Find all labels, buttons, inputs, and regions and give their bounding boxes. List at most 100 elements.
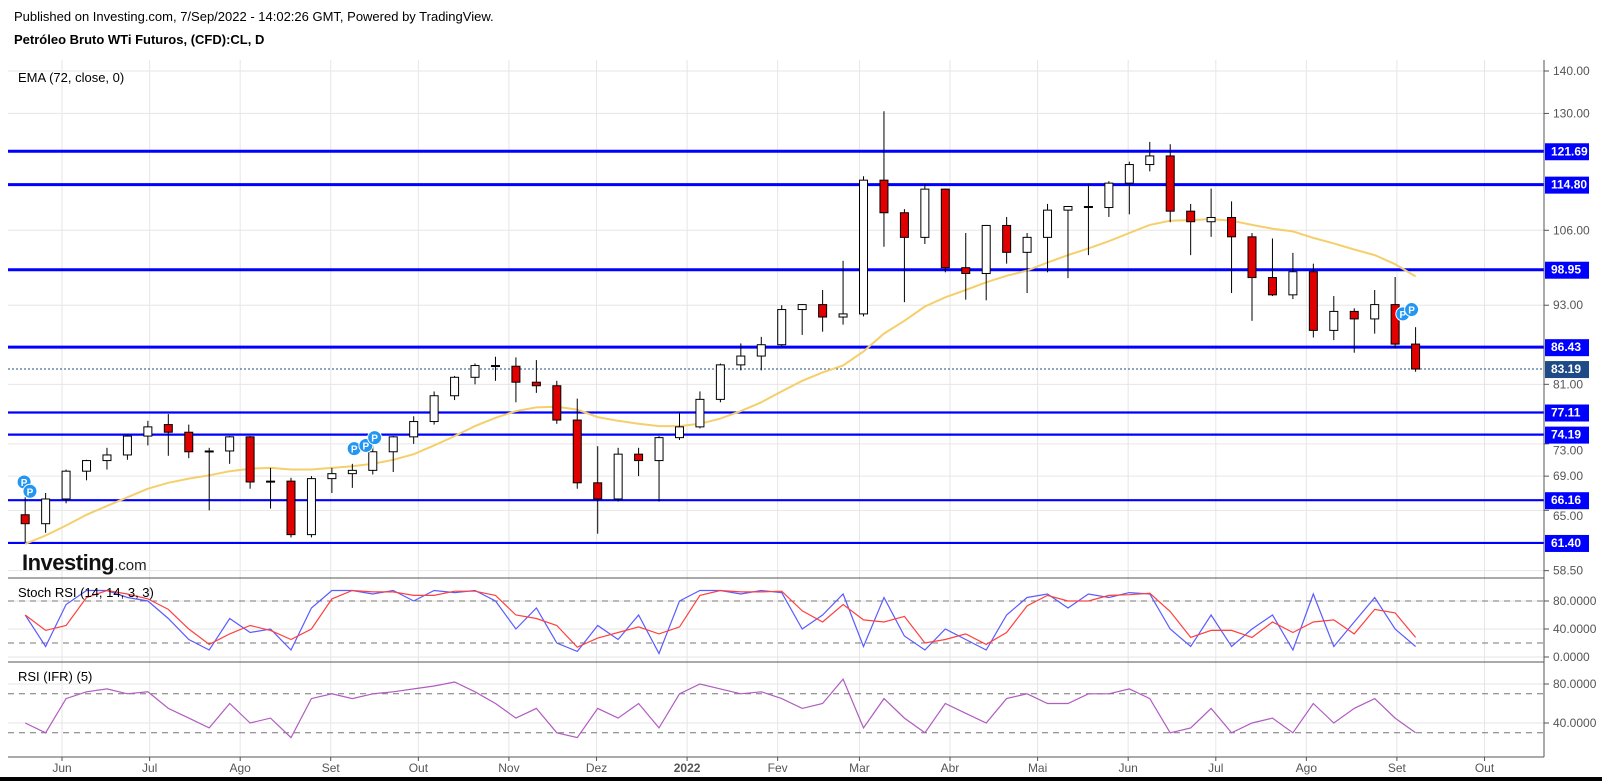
level-label-box	[1545, 176, 1589, 194]
candle	[634, 447, 644, 477]
candle	[306, 476, 316, 538]
stoch-tick-label: 80.0000	[1553, 594, 1597, 608]
level-label: 98.95	[1551, 263, 1581, 277]
level-label: 74.19	[1551, 428, 1581, 442]
grid	[8, 60, 1544, 757]
candle	[184, 424, 194, 459]
candle-body	[920, 188, 930, 238]
x-tick-label: Jul	[1208, 761, 1223, 775]
candle-body	[266, 480, 276, 483]
level-label-box	[1545, 492, 1589, 510]
level-label: 121.69	[1551, 144, 1588, 158]
candle-body	[1390, 304, 1400, 345]
candle	[429, 391, 439, 425]
candle-body	[736, 355, 746, 366]
x-tick-label: Ago	[1296, 761, 1318, 775]
candle-body	[1370, 304, 1380, 320]
candle	[1206, 188, 1216, 237]
stoch-d-line	[24, 589, 1417, 648]
candle	[82, 459, 92, 481]
candle	[266, 467, 276, 509]
candle	[1227, 201, 1237, 294]
x-tick-label: Ago	[230, 761, 252, 775]
candle-body	[184, 431, 194, 453]
signal-label: P	[371, 434, 378, 445]
candle-body	[1186, 210, 1196, 223]
candle-body	[715, 364, 725, 400]
candle	[1267, 238, 1277, 297]
candle-body	[674, 426, 684, 439]
x-tick-label: Dez	[586, 761, 607, 775]
candle	[1308, 263, 1318, 338]
signal-label: P	[21, 478, 28, 489]
level-label: 114.80	[1551, 178, 1587, 192]
candle	[879, 111, 889, 247]
candle	[204, 447, 214, 511]
x-tick-label: Mar	[849, 761, 870, 775]
candle-body	[797, 304, 807, 311]
stoch-rsi-label: Stoch RSI (14, 14, 3, 3)	[18, 585, 154, 600]
last-price-label: 83.19	[1551, 362, 1581, 376]
candle	[225, 436, 235, 464]
candle	[470, 363, 480, 385]
level-label: 77.11	[1551, 406, 1581, 420]
y-tick-label: 58.50	[1553, 564, 1583, 578]
candle	[531, 360, 541, 393]
candle	[1063, 205, 1073, 279]
level-label-box	[1545, 143, 1589, 161]
signal-p-icon	[1404, 302, 1420, 318]
candle-body	[1247, 236, 1257, 279]
candle	[695, 391, 705, 429]
candle-body	[1063, 205, 1073, 211]
candle	[490, 356, 500, 381]
level-label-box	[1545, 261, 1589, 279]
candle	[715, 363, 725, 403]
candle-body	[1349, 310, 1359, 320]
candle-body	[654, 437, 664, 462]
candle	[61, 469, 71, 504]
y-tick-label: 69.00	[1553, 469, 1583, 483]
candle	[777, 305, 787, 347]
candle	[1411, 327, 1421, 372]
candle	[552, 380, 562, 424]
candle	[450, 375, 460, 401]
candle-body	[572, 419, 582, 484]
candle-body	[981, 224, 991, 274]
y-tick-label: 93.00	[1553, 298, 1583, 312]
signal-label: P	[1399, 310, 1406, 321]
x-tick-label: Abr	[941, 761, 960, 775]
candle	[899, 209, 909, 303]
signal-p-icon	[22, 483, 38, 499]
candle	[593, 446, 603, 534]
rsi-tick-label: 40.0000	[1553, 716, 1597, 730]
candle	[961, 233, 971, 300]
candle	[143, 420, 153, 446]
x-tick-label: Nov	[498, 761, 519, 775]
candle-body	[225, 436, 235, 452]
candle	[1022, 233, 1032, 294]
y-tick-label: 106.00	[1553, 223, 1590, 237]
candle	[572, 398, 582, 489]
signal-marker: P	[367, 430, 383, 446]
candle	[674, 411, 684, 440]
candle	[1043, 203, 1053, 273]
candle-body	[1165, 155, 1175, 212]
x-tick-label: Jun	[1118, 761, 1137, 775]
x-tick-label: Out	[409, 761, 429, 775]
main-pane: PPP PPP P	[8, 111, 1544, 545]
candle-body	[634, 453, 644, 462]
candle-body	[613, 453, 623, 500]
candle-body	[470, 365, 480, 378]
candle	[245, 436, 255, 489]
chart-title: Petróleo Bruto WTi Futuros, (CFD):CL, D	[14, 32, 265, 47]
candle	[347, 463, 357, 488]
candle	[797, 303, 807, 335]
bottom-bar	[0, 777, 1602, 781]
candle	[1083, 183, 1093, 256]
y-tick-label: 130.00	[1553, 106, 1590, 120]
candle	[1390, 276, 1400, 349]
y-tick-label: 81.00	[1553, 377, 1583, 391]
candle-body	[368, 451, 378, 471]
candle-body	[306, 478, 316, 536]
